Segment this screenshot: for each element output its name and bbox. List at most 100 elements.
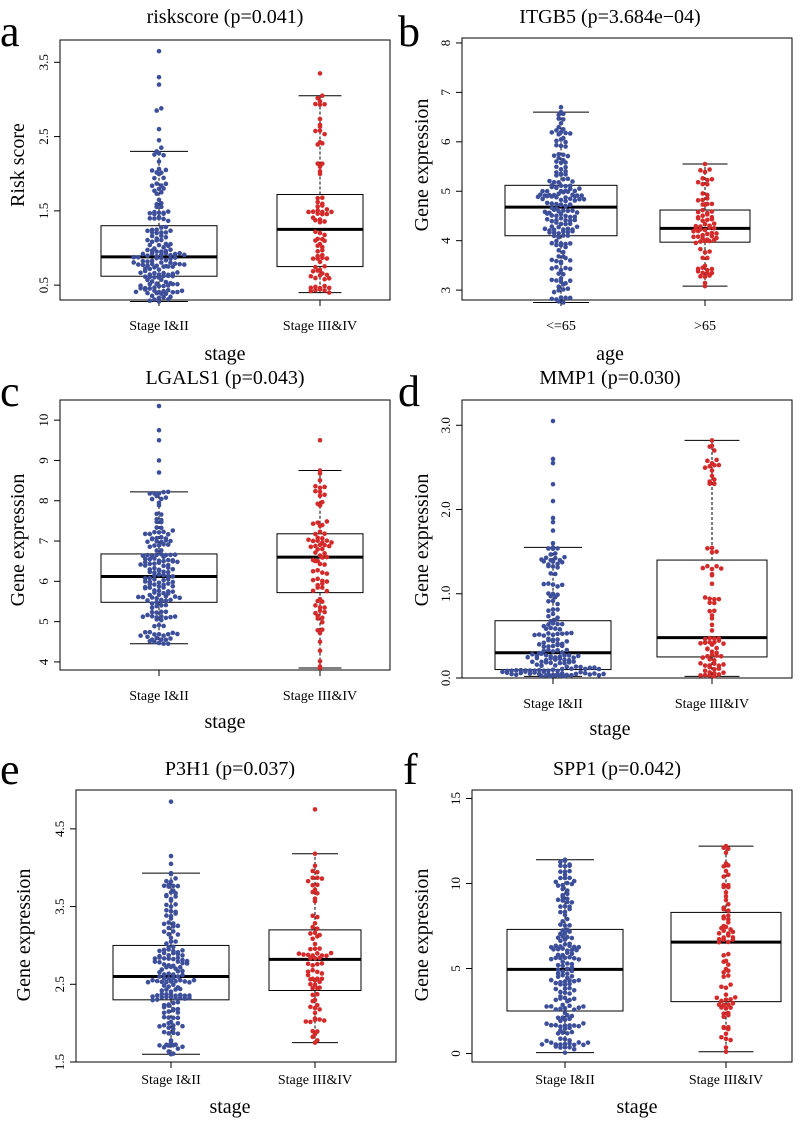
data-point: [534, 662, 540, 667]
data-point: [555, 621, 560, 627]
data-point: [541, 644, 547, 650]
data-point: [156, 631, 162, 637]
data-point: [324, 272, 330, 278]
y-tick-label: 2.5: [36, 128, 51, 144]
data-point: [551, 233, 557, 239]
data-point: [308, 977, 313, 982]
data-point: [576, 957, 582, 962]
data-point: [159, 260, 164, 265]
data-point: [163, 598, 169, 604]
data-point: [504, 670, 510, 676]
data-point: [571, 659, 576, 664]
data-point: [156, 197, 162, 203]
data-point: [596, 666, 602, 672]
data-point: [563, 198, 568, 204]
data-point: [324, 588, 330, 594]
data-point: [709, 438, 715, 443]
data-point: [175, 1006, 181, 1012]
data-point: [172, 251, 178, 257]
data-point: [313, 558, 318, 564]
data-point: [165, 283, 171, 288]
data-point: [558, 904, 563, 909]
data-point: [567, 241, 573, 246]
plot-marks: [100, 48, 364, 304]
data-point: [168, 538, 173, 544]
data-point: [562, 942, 568, 947]
data-point: [180, 953, 185, 958]
data-point: [546, 637, 551, 643]
data-point: [177, 995, 183, 1000]
data-point: [534, 655, 540, 661]
data-point: [555, 897, 561, 903]
data-point: [317, 523, 323, 529]
data-point: [310, 568, 316, 574]
data-point: [324, 256, 330, 261]
data-point: [532, 632, 537, 638]
data-point: [728, 1037, 733, 1043]
data-point: [147, 544, 153, 550]
data-point: [564, 647, 570, 653]
data-point: [569, 935, 575, 941]
data-point: [562, 982, 568, 988]
data-point: [168, 964, 174, 970]
data-point: [310, 1034, 316, 1040]
data-point: [149, 233, 155, 239]
data-point: [555, 584, 560, 589]
data-point: [567, 929, 572, 934]
data-point: [700, 197, 705, 203]
data-point: [719, 1034, 724, 1040]
data-point: [549, 130, 555, 135]
data-point: [177, 595, 182, 601]
data-point: [721, 928, 726, 933]
y-tick-label: 6: [438, 138, 453, 145]
data-point: [705, 255, 710, 261]
data-point: [317, 102, 323, 107]
data-point: [142, 559, 148, 565]
data-point: [154, 610, 159, 615]
data-point: [317, 1007, 322, 1012]
data-point: [700, 176, 705, 181]
data-point: [166, 925, 171, 931]
data-point: [550, 498, 556, 504]
data-point: [550, 667, 556, 673]
data-point: [312, 1010, 318, 1016]
data-point: [563, 195, 568, 200]
data-point: [555, 974, 561, 980]
data-point: [149, 183, 155, 189]
data-point: [561, 189, 566, 195]
data-point: [326, 290, 332, 295]
data-point: [168, 871, 174, 877]
data-point: [177, 977, 183, 983]
data-point: [562, 903, 568, 909]
data-point: [555, 1031, 561, 1036]
data-point: [709, 176, 715, 182]
data-point: [711, 221, 717, 226]
data-point: [569, 666, 574, 672]
data-point: [168, 260, 173, 265]
data-point: [170, 559, 176, 564]
data-point: [168, 916, 174, 921]
data-point: [180, 948, 185, 953]
data-point: [154, 997, 160, 1002]
data-point: [560, 969, 565, 974]
data-point: [563, 183, 568, 189]
data-point: [702, 250, 708, 255]
data-point: [560, 959, 565, 965]
data-point: [569, 900, 575, 905]
data-point: [163, 234, 169, 240]
data-point: [546, 608, 551, 614]
data-point: [166, 956, 171, 961]
data-point: [317, 128, 323, 133]
data-point: [150, 997, 155, 1003]
data-point: [317, 658, 323, 664]
data-point: [723, 924, 729, 930]
data-point: [709, 468, 715, 473]
data-point: [558, 989, 563, 995]
data-point: [716, 939, 722, 945]
data-point: [549, 194, 555, 199]
data-point: [170, 574, 176, 579]
data-point: [523, 669, 528, 674]
data-point: [168, 979, 174, 984]
data-point: [541, 669, 547, 675]
data-point: [559, 643, 565, 649]
